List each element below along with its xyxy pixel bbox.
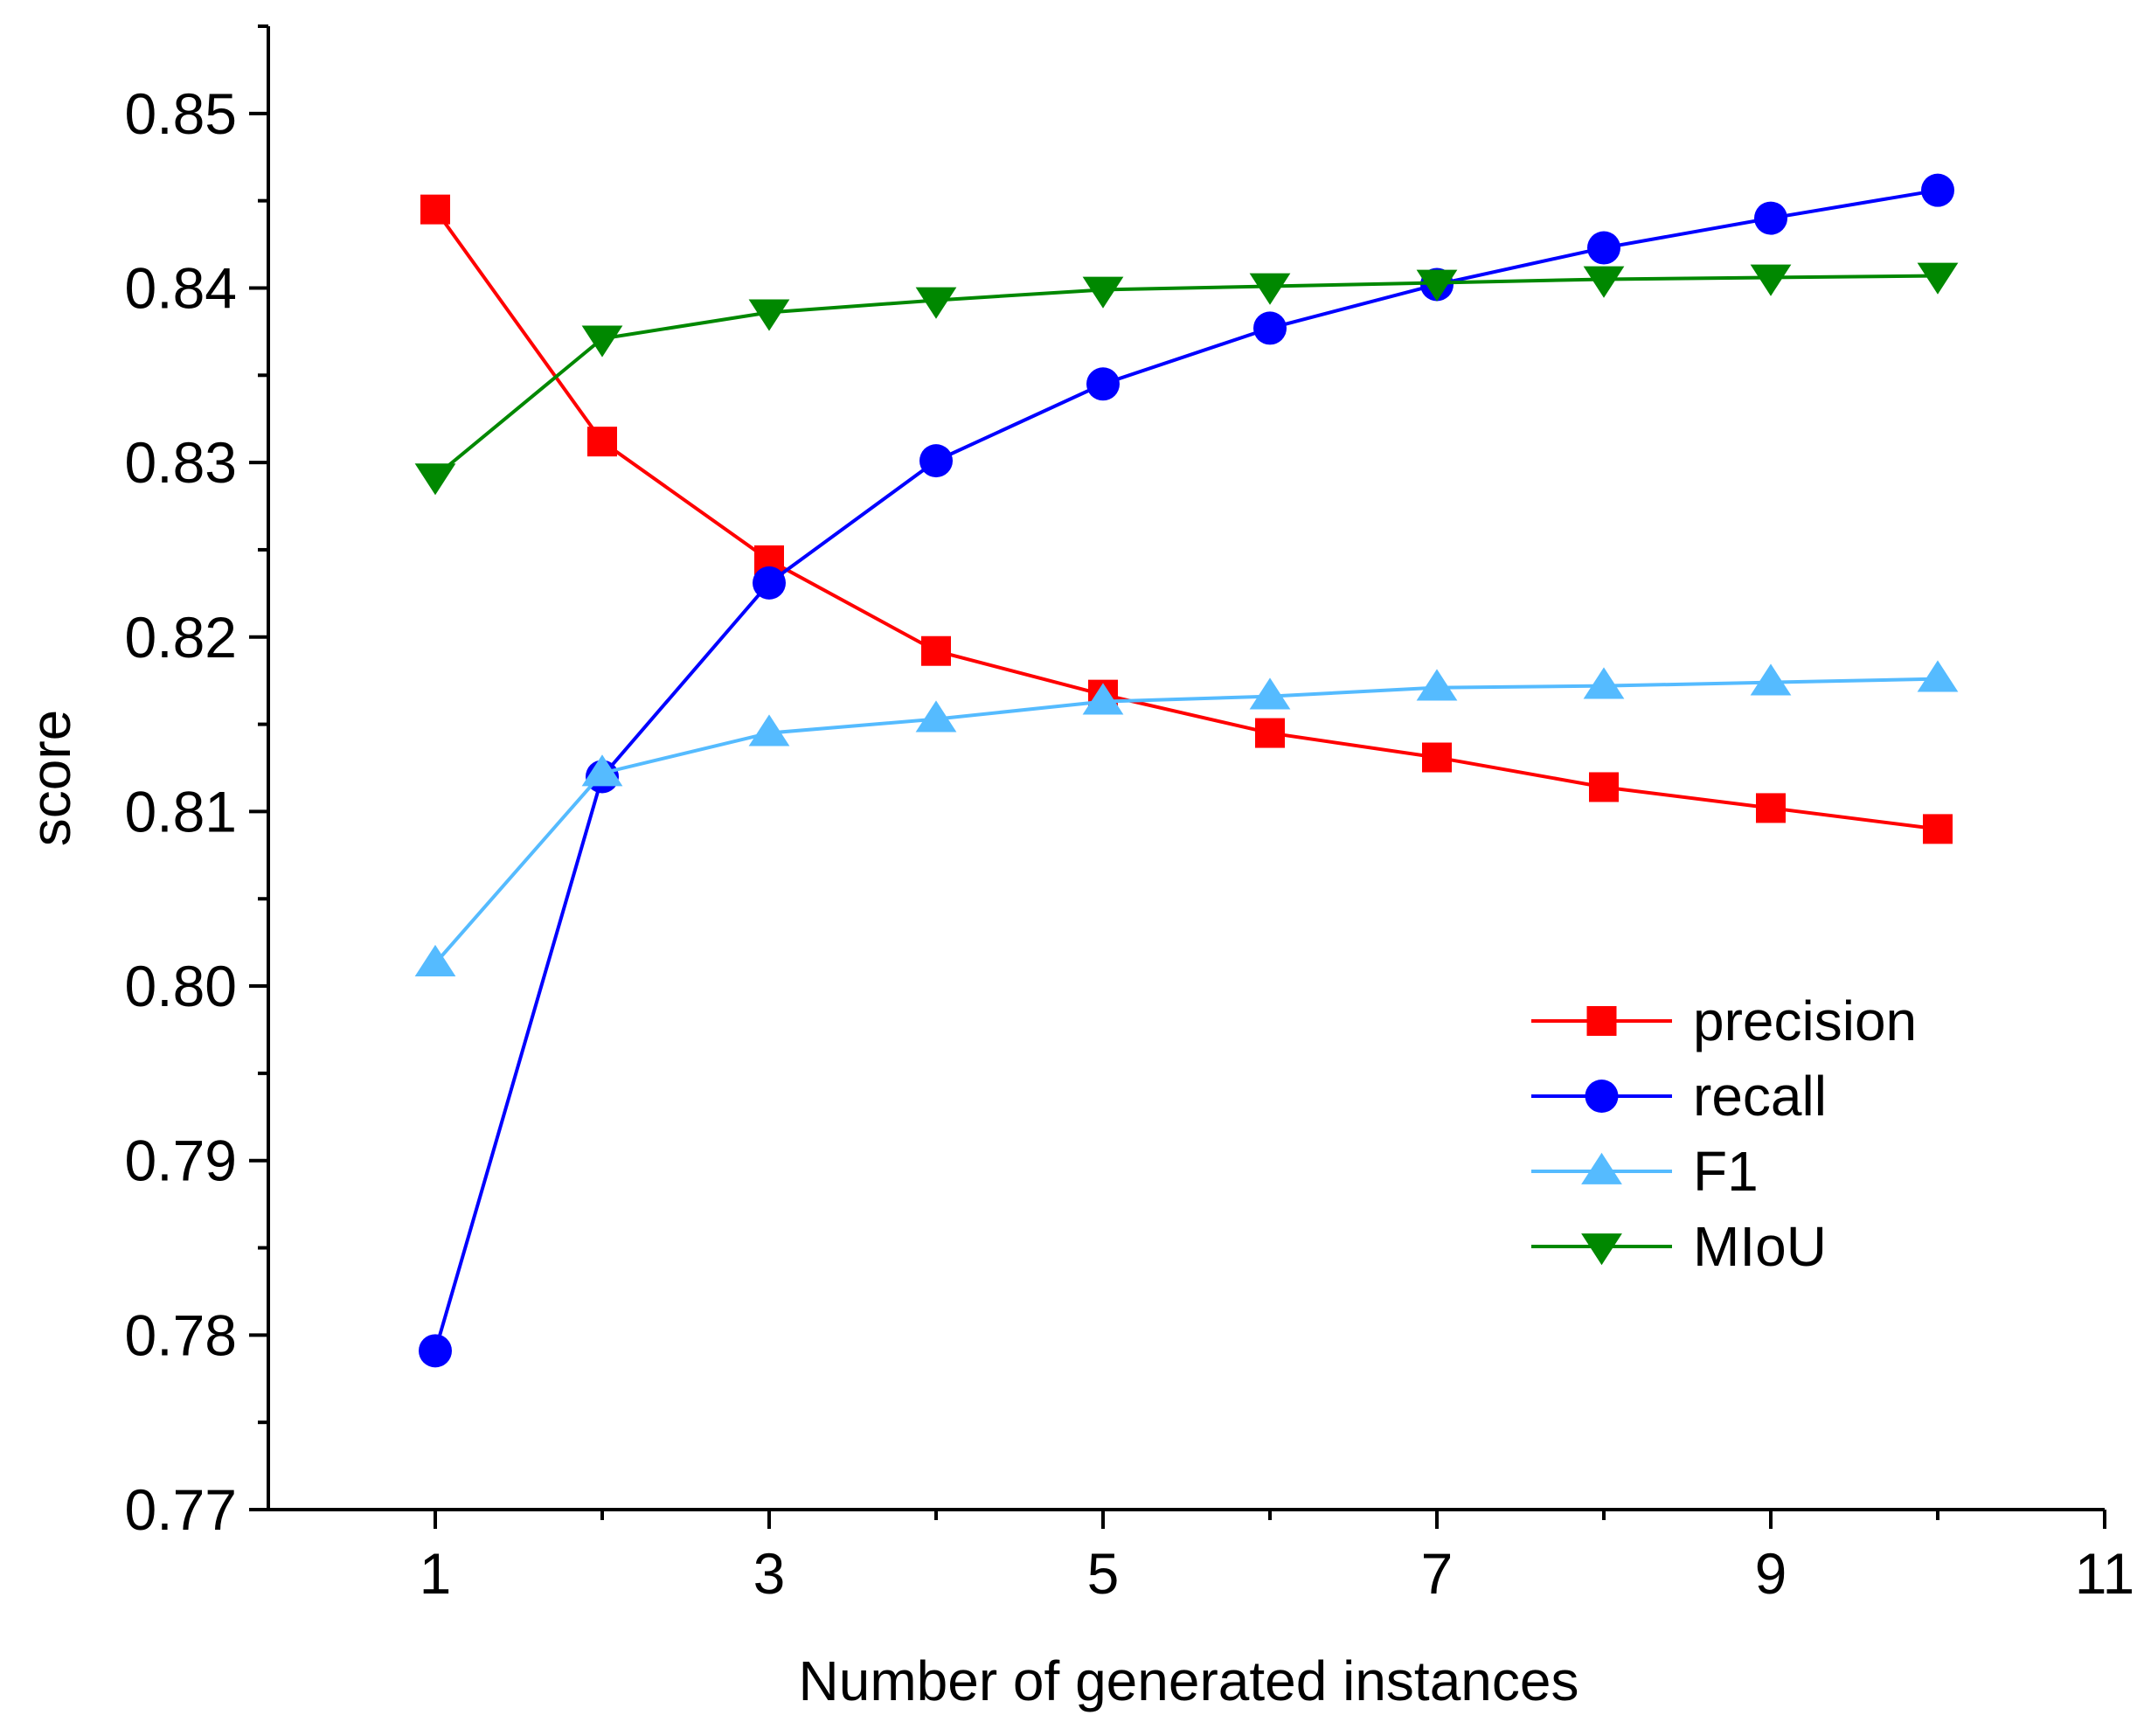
data-point-miou <box>915 287 957 319</box>
series-precision <box>420 194 1953 844</box>
legend-label: MIoU <box>1693 1215 1827 1278</box>
data-point-miou <box>1416 269 1458 302</box>
data-point-recall <box>919 444 953 478</box>
legend-item-precision: precision <box>1531 990 1917 1052</box>
data-point-f1 <box>414 944 456 976</box>
series-recall <box>419 173 1954 1368</box>
data-point-miou <box>1249 273 1291 305</box>
series-line-f1 <box>434 677 1939 965</box>
x-tick-label: 11 <box>2075 1541 2135 1606</box>
y-tick-label: 0.84 <box>125 255 237 320</box>
data-point-precision <box>1422 742 1452 773</box>
data-point-f1 <box>1583 667 1625 699</box>
legend-label: precision <box>1693 990 1917 1052</box>
data-point-recall <box>1086 367 1120 401</box>
data-point-precision <box>587 427 617 457</box>
data-point-precision <box>921 635 951 666</box>
data-point-recall <box>419 1334 452 1368</box>
series-f1 <box>414 660 1959 976</box>
legend-marker <box>1585 1080 1619 1113</box>
legend-marker <box>1586 1006 1617 1036</box>
data-point-f1 <box>581 754 623 787</box>
data-point-precision <box>1589 772 1619 802</box>
y-tick-label: 0.80 <box>125 954 237 1018</box>
x-axis-title: Number of generated instances <box>799 1649 1579 1712</box>
legend-label: F1 <box>1693 1140 1759 1203</box>
x-tick-label: 7 <box>1421 1541 1454 1606</box>
data-point-miou <box>1917 262 1959 295</box>
data-point-f1 <box>1416 669 1458 701</box>
y-tick-label: 0.81 <box>125 779 237 844</box>
y-tick-label: 0.77 <box>125 1477 237 1542</box>
data-point-recall <box>753 566 786 600</box>
data-point-miou <box>1583 266 1625 298</box>
data-point-f1 <box>915 700 957 733</box>
data-point-recall <box>1921 173 1954 207</box>
y-tick-label: 0.85 <box>125 81 237 146</box>
legend: precision recall F1 MIoU <box>1531 990 1917 1278</box>
x-tick-label: 1 <box>420 1541 452 1606</box>
legend-marker <box>1581 1233 1622 1266</box>
data-point-miou <box>414 463 456 496</box>
data-point-precision <box>1255 718 1285 748</box>
y-tick-label: 0.79 <box>125 1128 237 1193</box>
data-point-recall <box>1587 231 1620 265</box>
data-point-f1 <box>1082 683 1124 715</box>
data-point-f1 <box>748 714 790 746</box>
data-point-recall <box>1754 201 1787 235</box>
y-tick-label: 0.83 <box>125 430 237 495</box>
series-line-precision <box>434 208 1939 831</box>
data-point-miou <box>581 325 623 358</box>
series-miou <box>414 262 1959 496</box>
legend-item-f1: F1 <box>1531 1140 1759 1203</box>
legend-marker <box>1581 1152 1622 1184</box>
data-point-precision <box>1756 793 1786 823</box>
legend-label: recall <box>1693 1065 1827 1128</box>
data-point-recall <box>1253 311 1287 345</box>
axes: 0.77 0.78 0.79 0.80 0.81 0.82 0.83 0.84 0.85 1 3 5 7… <box>125 24 2135 1606</box>
data-point-miou <box>1082 276 1124 309</box>
x-tick-label: 5 <box>1087 1541 1120 1606</box>
legend-item-recall: recall <box>1531 1065 1827 1128</box>
y-axis-title: score <box>19 710 82 847</box>
legend-item-miou: MIoU <box>1531 1215 1827 1278</box>
series-line-miou <box>434 274 1939 478</box>
data-point-miou <box>1750 264 1792 296</box>
x-tick-label: 3 <box>753 1541 786 1606</box>
data-point-precision <box>420 194 450 225</box>
data-point-miou <box>748 299 790 331</box>
data-point-f1 <box>1249 677 1291 710</box>
data-point-f1 <box>1750 663 1792 696</box>
y-tick-label: 0.78 <box>125 1302 237 1367</box>
series-layer <box>414 173 1959 1368</box>
data-point-f1 <box>1917 660 1959 692</box>
data-point-precision <box>1923 814 1953 844</box>
series-line-recall <box>434 188 1939 1351</box>
x-tick-label: 9 <box>1755 1541 1787 1606</box>
y-tick-label: 0.82 <box>125 605 237 670</box>
